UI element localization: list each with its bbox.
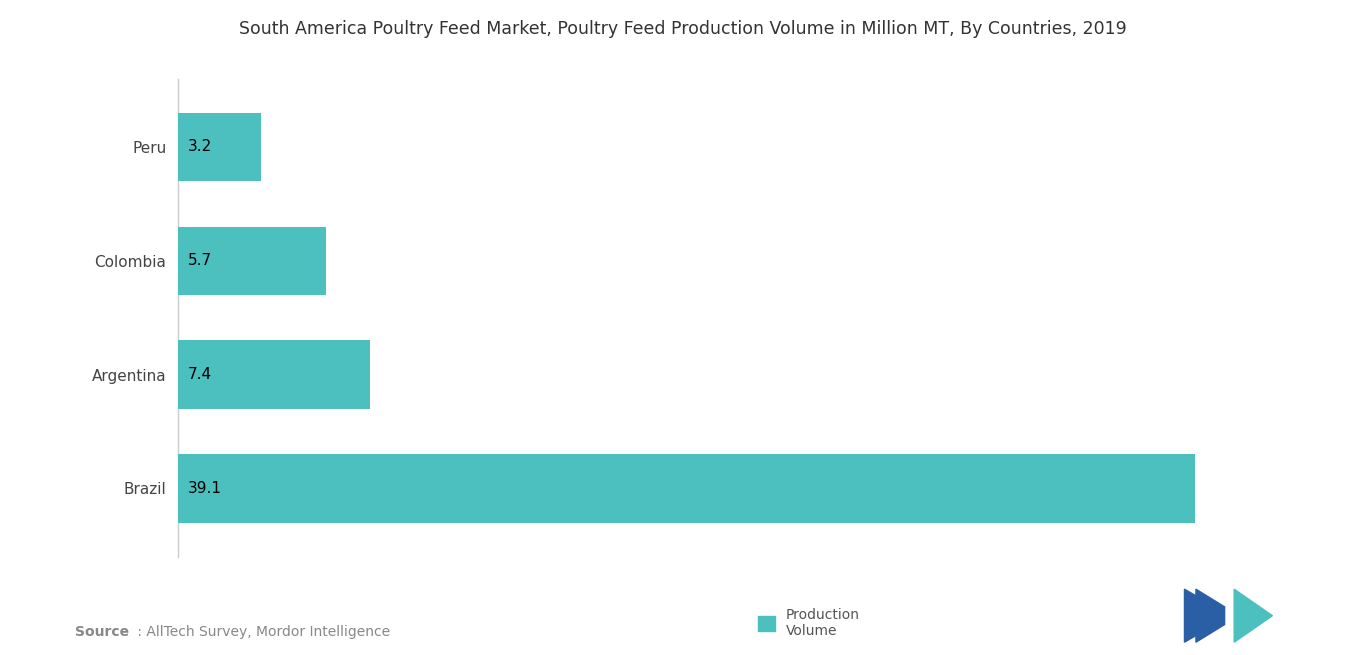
Text: 3.2: 3.2 [189,140,212,155]
Polygon shape [1197,590,1224,642]
Bar [178,341,370,409]
Polygon shape [1184,590,1216,642]
Text: 5.7: 5.7 [189,253,212,269]
Legend: Production
Volume: Production Volume [753,602,866,643]
Bar [178,113,261,181]
Bar [178,227,326,295]
Text: Source: Source [75,625,130,639]
Text: South America Poultry Feed Market, Poultry Feed Production Volume in Million MT,: South America Poultry Feed Market, Poult… [239,20,1127,37]
Text: 7.4: 7.4 [189,367,212,382]
Polygon shape [1235,590,1273,642]
Bar [178,455,1195,523]
Text: : AllTech Survey, Mordor Intelligence: : AllTech Survey, Mordor Intelligence [133,625,389,639]
Text: 39.1: 39.1 [189,481,223,496]
